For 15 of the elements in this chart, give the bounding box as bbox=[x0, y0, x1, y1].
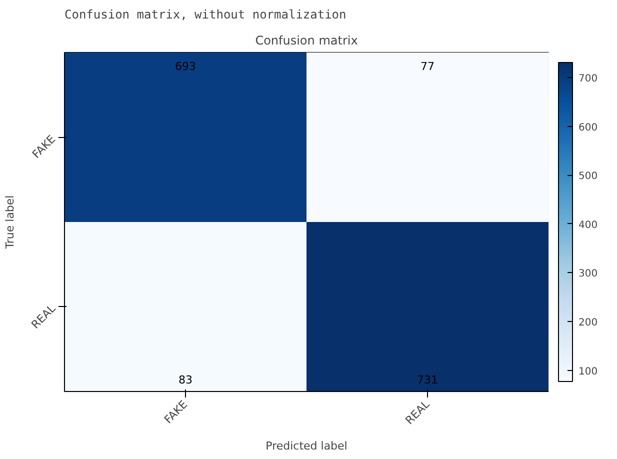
text: Confusion matrix, without normalization bbox=[64, 8, 346, 22]
data-label: 693 bbox=[175, 60, 196, 73]
color-bar-label: 400 bbox=[578, 220, 598, 231]
x-axis-title: Predicted label bbox=[266, 440, 348, 453]
color-bar-label: 100 bbox=[578, 366, 598, 378]
y-axis-title: True label bbox=[3, 195, 16, 250]
color-bar-label: 500 bbox=[578, 171, 598, 182]
color-bar-label: 700 bbox=[578, 74, 598, 85]
data-label: 731 bbox=[417, 373, 438, 386]
data-label: 83 bbox=[178, 373, 192, 386]
color-bar-label: 600 bbox=[578, 122, 598, 134]
color-bar-label: 200 bbox=[578, 318, 598, 329]
data-label: 77 bbox=[420, 60, 434, 73]
color-bar-label: 300 bbox=[578, 268, 598, 280]
chart-title: Confusion matrix bbox=[255, 34, 358, 48]
